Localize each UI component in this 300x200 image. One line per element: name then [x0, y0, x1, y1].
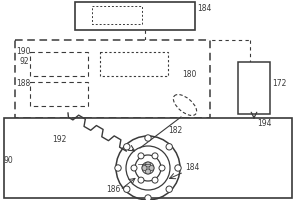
Bar	[4, 118, 292, 198]
Bar	[15, 40, 210, 118]
Bar	[30, 82, 88, 106]
Circle shape	[138, 177, 144, 183]
Circle shape	[124, 144, 130, 150]
Text: 92: 92	[19, 57, 28, 66]
Ellipse shape	[173, 95, 196, 115]
Circle shape	[115, 165, 121, 171]
Circle shape	[138, 153, 144, 159]
Text: 188: 188	[16, 79, 30, 88]
Text: 184: 184	[197, 4, 212, 13]
Text: 90: 90	[3, 156, 13, 165]
Bar	[92, 6, 142, 24]
Circle shape	[149, 166, 154, 170]
Bar	[75, 2, 195, 30]
Circle shape	[142, 166, 147, 170]
Circle shape	[146, 162, 151, 167]
Circle shape	[146, 169, 151, 174]
Text: 172: 172	[272, 79, 286, 88]
Circle shape	[175, 165, 181, 171]
Circle shape	[131, 165, 137, 171]
Text: 190: 190	[16, 47, 31, 56]
Bar	[238, 62, 270, 114]
Circle shape	[152, 153, 158, 159]
Text: 180: 180	[182, 70, 196, 79]
Circle shape	[145, 135, 151, 141]
Circle shape	[145, 195, 151, 200]
Circle shape	[166, 144, 172, 150]
Circle shape	[152, 177, 158, 183]
Circle shape	[124, 186, 130, 192]
Text: 192: 192	[52, 135, 66, 144]
Circle shape	[166, 186, 172, 192]
Text: 184: 184	[185, 163, 200, 172]
Text: 186: 186	[106, 185, 120, 194]
Text: 194: 194	[257, 119, 272, 128]
Bar	[30, 52, 88, 76]
Text: 182: 182	[168, 126, 182, 135]
Circle shape	[159, 165, 165, 171]
Circle shape	[142, 162, 154, 174]
Bar	[100, 52, 168, 76]
